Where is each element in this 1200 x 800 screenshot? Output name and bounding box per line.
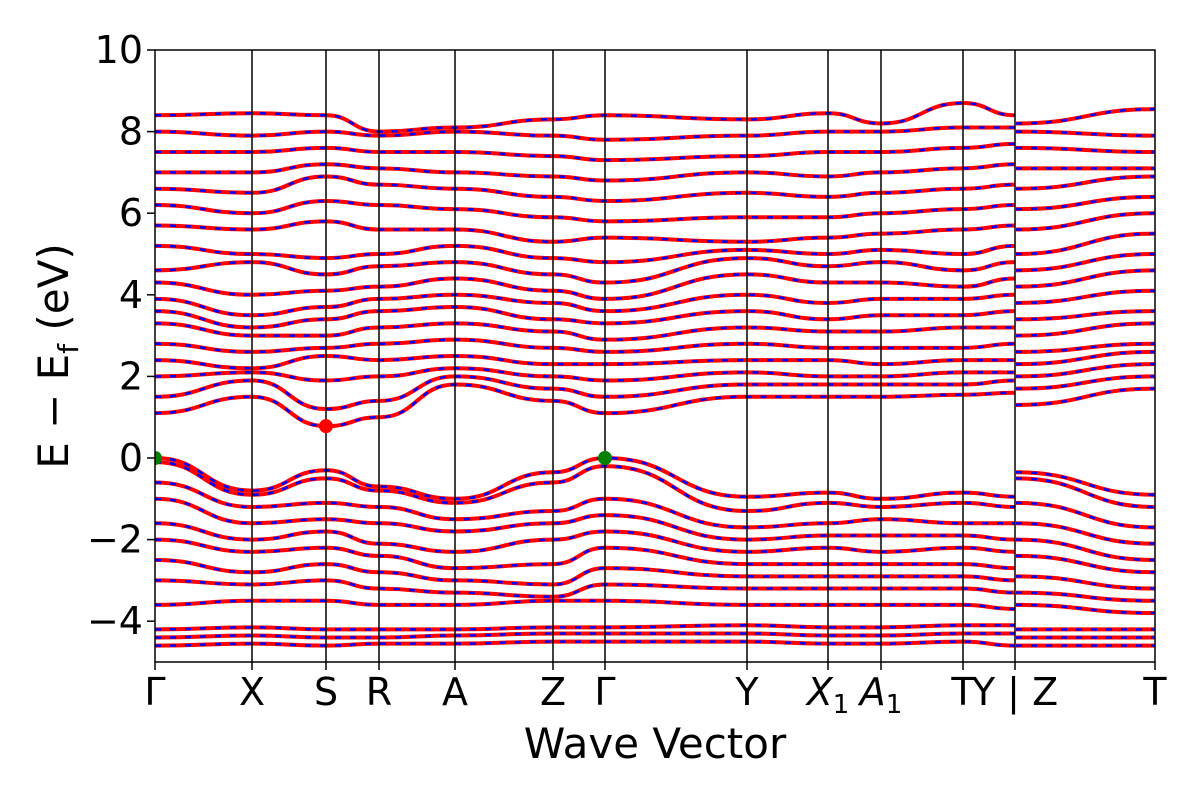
band-27-spin-down <box>155 142 1155 162</box>
band-18-spin-down <box>155 305 1155 329</box>
y-axis-title-subscript: f <box>52 343 85 354</box>
band-26-spin-down <box>155 162 1155 182</box>
x-tick-label-12: T <box>1142 670 1167 714</box>
band-13-spin-down <box>155 375 1155 411</box>
high-symmetry-lines <box>251 50 1016 662</box>
band-extrema-markers <box>155 419 612 465</box>
x-tick-label-3: R <box>366 670 392 714</box>
cbm-marker <box>319 419 333 434</box>
band-15-spin-down <box>155 350 1155 370</box>
vbm-2-marker <box>598 451 612 465</box>
band-10-spin-down <box>155 632 1155 639</box>
band-28-spin-down <box>155 126 1155 142</box>
band-11-spin-down <box>155 640 1155 647</box>
x-tick-label-8: X1 <box>805 670 850 720</box>
x-tick-label-10: T <box>950 670 975 714</box>
band-5-spin-down <box>155 538 1155 574</box>
band-8-spin-down <box>155 599 1155 615</box>
y-axis-ticks: 10 8 6 4 2 0 −2 −4 <box>87 28 155 643</box>
plot-frame <box>154 49 1156 663</box>
x-tick-label-7: Y <box>734 670 759 714</box>
x-axis-title: Wave Vector <box>524 719 787 768</box>
band-7-spin-down <box>155 579 1155 603</box>
x-tick-label-9: A1 <box>857 670 903 720</box>
y-tick-label-0: 10 <box>95 28 143 72</box>
band-29-spin-down <box>155 101 1155 133</box>
x-tick-label-5: Z <box>540 670 566 714</box>
y-tick-label-2: 6 <box>119 191 143 235</box>
y-tick-label-4: 2 <box>119 354 143 398</box>
y-tick-label-6: −2 <box>87 518 143 562</box>
band-22-spin-down <box>155 232 1155 264</box>
band-19-spin-down <box>155 289 1155 317</box>
y-tick-label-3: 4 <box>119 273 143 317</box>
vbm-1-marker <box>155 451 162 465</box>
x-tick-label-2: S <box>314 670 338 714</box>
band-17-spin-down <box>155 322 1155 341</box>
x-tick-label-11: Y | Z <box>971 670 1058 715</box>
y-tick-label-1: 8 <box>119 110 143 154</box>
band-20-spin-down <box>155 269 1155 301</box>
y-axis-title: E − Ef (eV) <box>29 243 85 469</box>
y-axis-title-main: E − E <box>29 354 78 469</box>
band-25-spin-down <box>155 175 1155 203</box>
x-tick-label-0: Γ <box>144 670 165 714</box>
band-9-spin-down <box>155 624 1155 631</box>
y-tick-label-7: −4 <box>87 599 143 643</box>
band-24-spin-down <box>155 195 1155 223</box>
x-tick-label-1: X <box>239 670 265 714</box>
band-0-spin-down <box>155 456 1155 501</box>
band-14-spin-down <box>155 362 1155 382</box>
x-tick-label-4: A <box>442 670 468 714</box>
y-axis-title-unit: (eV) <box>29 243 78 344</box>
x-tick-label-6: Γ <box>594 670 615 714</box>
band-6-spin-down <box>155 558 1155 590</box>
band-16-spin-down <box>155 338 1155 354</box>
y-tick-label-5: 0 <box>119 436 143 480</box>
